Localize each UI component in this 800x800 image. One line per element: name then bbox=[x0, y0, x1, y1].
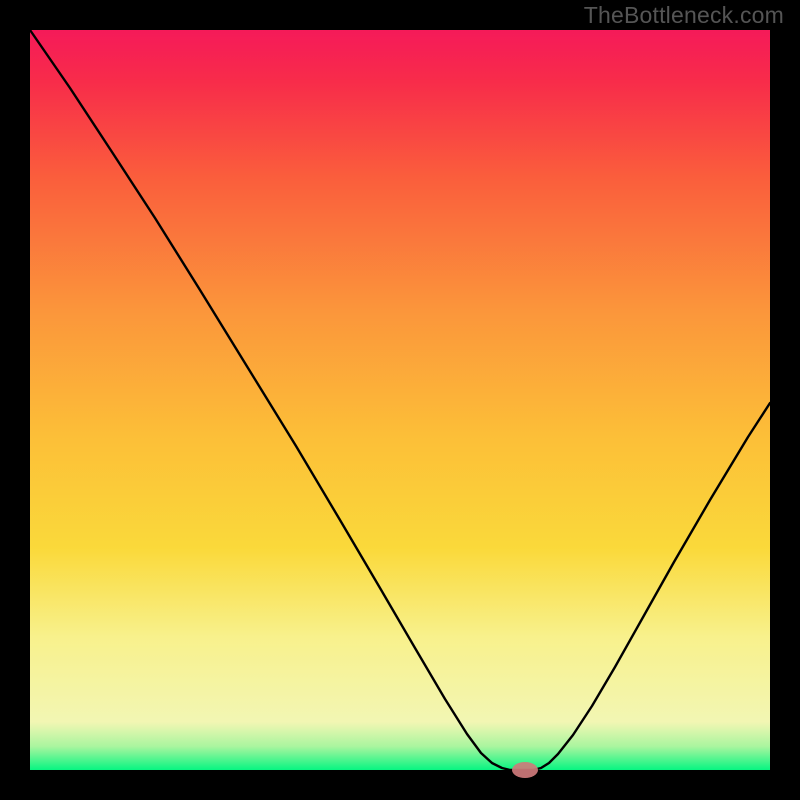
plot-background bbox=[30, 30, 770, 770]
watermark-text: TheBottleneck.com bbox=[584, 2, 784, 29]
optimal-marker bbox=[512, 762, 538, 778]
bottleneck-chart bbox=[0, 0, 800, 800]
